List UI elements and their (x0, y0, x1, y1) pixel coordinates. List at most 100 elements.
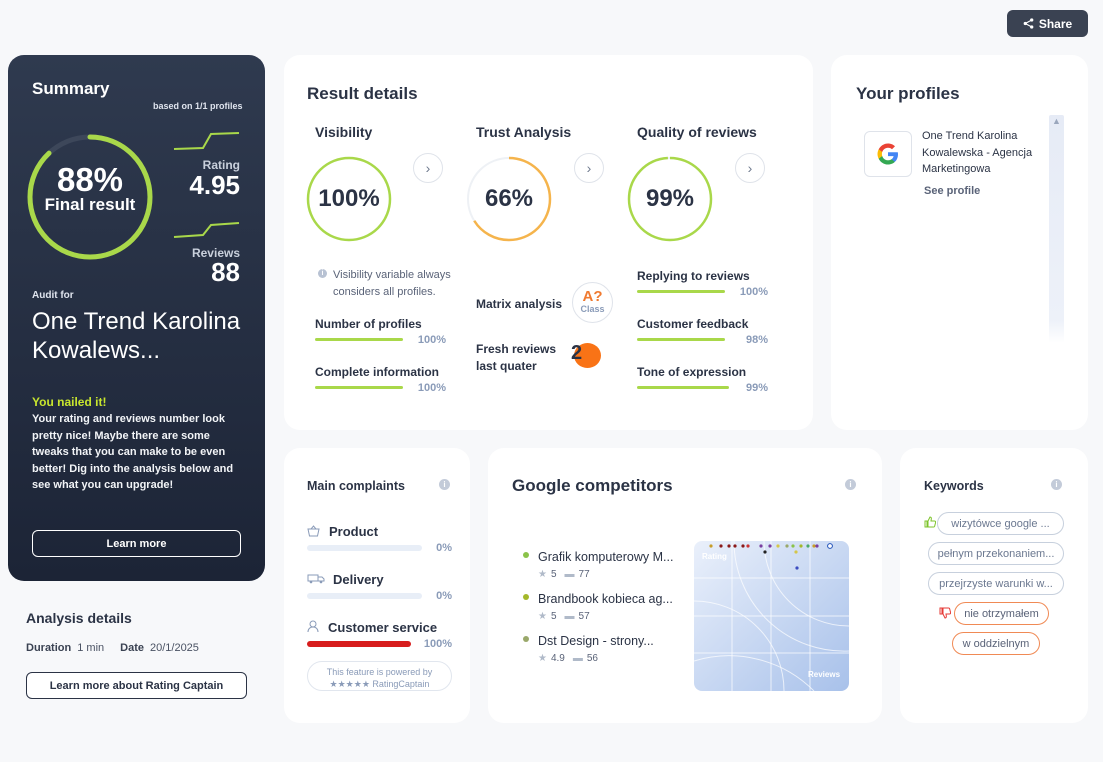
star-icon: ★ (538, 653, 547, 664)
matrix-class-badge: A? Class (572, 282, 613, 323)
learn-more-rating-captain-button[interactable]: Learn more about Rating Captain (26, 672, 247, 699)
final-result-label: Final result (44, 195, 136, 214)
chart-point (719, 544, 723, 548)
info-icon[interactable]: i (845, 479, 856, 490)
google-profile-tile[interactable] (864, 131, 912, 177)
metric-percent: 100% (417, 382, 446, 394)
date-label: Date (120, 642, 144, 654)
google-competitors-card: Google competitors i Grafik komputerowy … (488, 448, 882, 723)
trust-analysis-title: Trust Analysis (476, 124, 572, 140)
powered-by-text: This feature is powered by (326, 667, 433, 677)
share-icon (1023, 18, 1034, 29)
info-icon[interactable]: i (1051, 479, 1062, 490)
chart-point (806, 544, 810, 548)
chevron-right-icon: › (586, 160, 592, 176)
matrix-class-label: Class (580, 304, 605, 314)
chevron-right-icon: › (425, 160, 431, 176)
metric-bar (315, 386, 403, 389)
keyword-pill-negative[interactable]: w oddzielnym (952, 632, 1040, 655)
powered-by-badge[interactable]: This feature is powered by ★★★★★ RatingC… (307, 661, 452, 691)
fresh-reviews-label: Fresh reviews last quater (476, 342, 557, 373)
comment-icon: ▬ (564, 611, 575, 622)
keyword-pill[interactable]: wizytówce google ... (937, 512, 1064, 535)
audit-for-label: Audit for (32, 290, 74, 301)
nailed-body: Your rating and reviews number look pret… (32, 413, 234, 491)
competitor-reviews: 56 (586, 653, 598, 664)
duration-value: 1 min (77, 642, 105, 654)
chart-y-label: Rating (702, 552, 727, 561)
chart-point (709, 544, 713, 548)
share-button[interactable]: Share (1007, 10, 1088, 37)
chart-point (768, 544, 772, 548)
competitor-name[interactable]: Dst Design - strony... (538, 634, 654, 648)
rating-label: Rating (202, 158, 240, 172)
competitor-reviews: 57 (578, 611, 590, 622)
google-competitors-title: Google competitors (512, 476, 673, 495)
analysis-details-row: Duration 1 min Date 20/1/2025 (26, 642, 199, 654)
competitor-scatter-chart: Rating Reviews (694, 541, 849, 691)
competitor-dot (523, 594, 529, 600)
competitor-name[interactable]: Grafik komputerowy M... (538, 550, 674, 564)
chart-point (827, 543, 833, 549)
truck-icon (307, 574, 325, 584)
competitor-meta: ★ 5 ▬ 57 (538, 611, 590, 622)
see-profile-link[interactable]: See profile (924, 185, 981, 197)
star-icon: ★ (538, 611, 547, 622)
metric-label: Complete information (315, 365, 440, 379)
nailed-title: You nailed it! (32, 395, 107, 409)
trust-percent: 66% (484, 185, 534, 212)
analysis-details-title: Analysis details (26, 610, 132, 626)
based-on-text: based on 1/1 profiles (153, 101, 243, 111)
trust-next-button[interactable]: › (574, 153, 604, 183)
matrix-analysis-label: Matrix analysis (476, 297, 563, 311)
chart-point (746, 544, 750, 548)
complaint-bar (307, 593, 422, 599)
chart-point (794, 550, 798, 554)
profiles-scrollbar[interactable]: ▲ (1049, 115, 1064, 343)
rating-sparkline (173, 132, 240, 150)
keyword-pill[interactable]: pełnym przekonaniem... (928, 542, 1064, 565)
metric-percent: 98% (745, 334, 768, 346)
quality-title: Quality of reviews (637, 124, 757, 140)
visibility-note: Visibility variable always considers all… (333, 269, 451, 298)
complaint-label: Customer service (328, 620, 438, 635)
learn-more-button[interactable]: Learn more (32, 530, 241, 557)
complaint-percent: 0% (436, 542, 452, 554)
competitor-reviews: 77 (578, 569, 590, 580)
fresh-reviews-value: 2 (571, 342, 583, 364)
metric-bar (637, 386, 729, 389)
metric-label: Number of profiles (315, 317, 422, 331)
scroll-up-icon[interactable]: ▲ (1052, 116, 1061, 126)
competitor-meta: ★ 5 ▬ 77 (538, 569, 590, 580)
google-logo-icon (877, 143, 898, 165)
competitor-meta: ★ 4.9 ▬ 56 (538, 653, 598, 664)
chart-point (812, 544, 816, 548)
quality-next-button[interactable]: › (735, 153, 765, 183)
visibility-next-button[interactable]: › (413, 153, 443, 183)
metric-label: Customer feedback (637, 317, 749, 331)
visibility-title: Visibility (315, 124, 373, 140)
keyword-pill[interactable]: przejrzyste warunki w... (928, 572, 1064, 595)
info-icon[interactable]: i (439, 479, 450, 490)
chart-point (727, 544, 731, 548)
comment-icon: ▬ (572, 653, 583, 664)
summary-card: Summary based on 1/1 profiles 88% Final … (8, 55, 265, 581)
quality-percent: 99% (645, 185, 695, 212)
basket-icon (307, 525, 320, 537)
keyword-pill-negative[interactable]: nie otrzymałem (954, 602, 1049, 625)
main-complaints-title: Main complaints (307, 479, 405, 493)
powered-by-brand: ★★★★★ RatingCaptain (329, 679, 430, 689)
competitor-name[interactable]: Brandbook kobieca ag... (538, 592, 673, 606)
comment-icon: ▬ (564, 569, 575, 580)
visibility-gauge (306, 156, 392, 242)
share-label: Share (1038, 16, 1073, 31)
matrix-class-value: A? (582, 288, 603, 305)
trust-gauge (466, 156, 552, 242)
audit-name: One Trend Karolina Kowalews... (32, 308, 241, 364)
complaint-label: Delivery (333, 572, 384, 587)
chart-point (785, 544, 789, 548)
metric-bar (315, 338, 403, 341)
complaint-percent: 100% (423, 638, 452, 650)
metric-label: Tone of expression (637, 365, 747, 379)
your-profiles-card: Your profiles ▲ One Trend Karolina Kowal… (831, 55, 1088, 430)
